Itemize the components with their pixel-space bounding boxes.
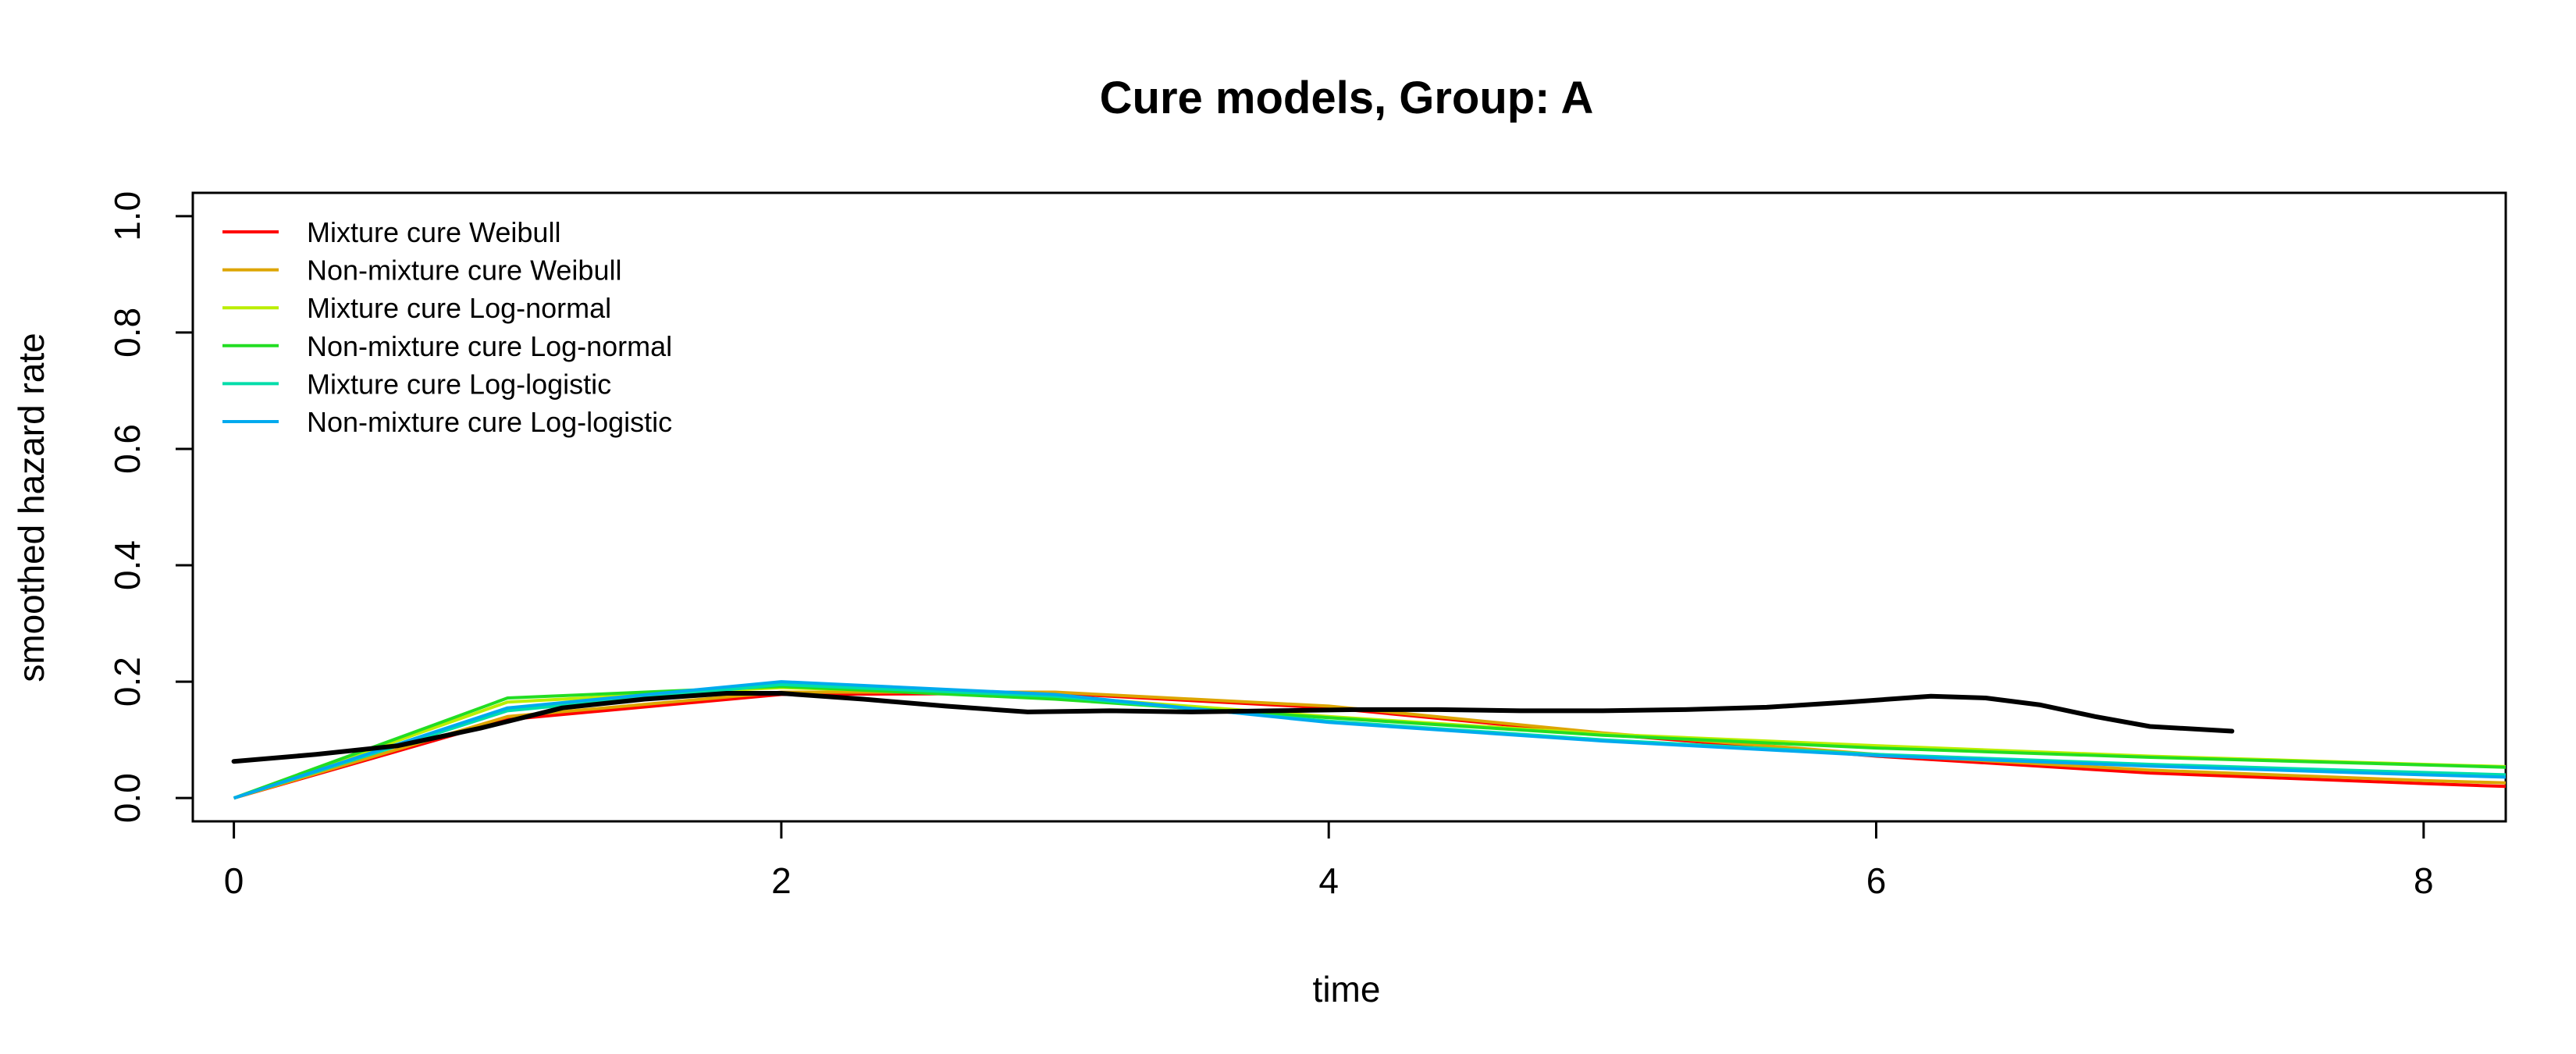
x-tick-label: 0 bbox=[224, 860, 244, 901]
x-axis-label: time bbox=[1313, 969, 1381, 1009]
y-tick-label: 0.4 bbox=[107, 540, 148, 590]
y-axis-label: smoothed hazard rate bbox=[11, 333, 52, 682]
legend-item: Mixture cure Weibull bbox=[222, 216, 560, 248]
y-tick-label: 0.2 bbox=[107, 657, 148, 707]
legend-item: Non-mixture cure Log-normal bbox=[222, 330, 672, 362]
legend-item: Non-mixture cure Weibull bbox=[222, 255, 621, 287]
observed-hazard-line bbox=[231, 691, 2235, 764]
legend-label: Non-mixture cure Log-logistic bbox=[307, 406, 672, 438]
series-line-2 bbox=[233, 690, 2506, 800]
series-line-6 bbox=[233, 680, 2506, 800]
chart-title: Cure models, Group: A bbox=[1100, 73, 1594, 123]
legend-label: Mixture cure Log-normal bbox=[307, 292, 611, 324]
legend-label: Mixture cure Weibull bbox=[307, 216, 560, 248]
legend-label: Mixture cure Log-logistic bbox=[307, 368, 611, 400]
legend-item: Mixture cure Log-logistic bbox=[222, 368, 611, 400]
y-tick-label: 0.6 bbox=[107, 424, 148, 474]
legend-item: Mixture cure Log-normal bbox=[222, 292, 611, 324]
y-tick-label: 1.0 bbox=[107, 191, 148, 241]
x-tick-label: 2 bbox=[771, 860, 792, 901]
series-line-4 bbox=[233, 685, 2506, 800]
axes-layer: 0 2 4 6 8 0.0 0.2 0.4 0.6 0.8 1.0 bbox=[107, 191, 2434, 901]
y-tick-label: 0.8 bbox=[107, 308, 148, 358]
legend-label: Non-mixture cure Weibull bbox=[307, 255, 621, 287]
series-layer bbox=[231, 680, 2506, 800]
x-tick-label: 4 bbox=[1318, 860, 1339, 901]
legend-label: Non-mixture cure Log-normal bbox=[307, 330, 672, 362]
legend-item: Non-mixture cure Log-logistic bbox=[222, 406, 672, 438]
legend: Mixture cure Weibull Non-mixture cure Wei… bbox=[222, 216, 672, 438]
x-tick-label: 6 bbox=[1866, 860, 1887, 901]
y-tick-label: 0.0 bbox=[107, 773, 148, 823]
x-tick-label: 8 bbox=[2414, 860, 2434, 901]
